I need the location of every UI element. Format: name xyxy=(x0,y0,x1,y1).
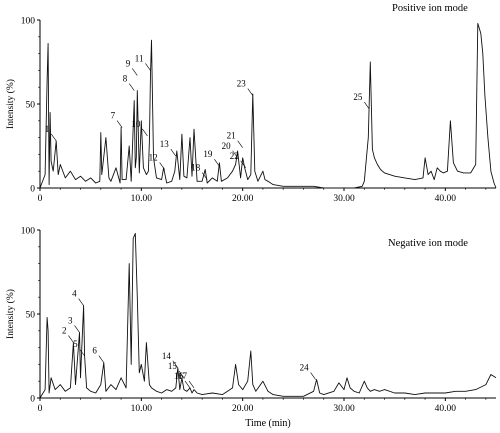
peak-leader-line xyxy=(132,68,138,76)
chromatogram-trace xyxy=(39,232,497,399)
peak-leader-line xyxy=(116,120,123,128)
chromatogram-trace xyxy=(39,22,497,189)
peak-leader-line xyxy=(310,372,316,380)
peak-label: 20 xyxy=(222,141,232,151)
y-tick-label: 0 xyxy=(30,395,35,405)
positive-ion-panel: Positive ion mode Intensity (%) 0 50 100 0 1… xyxy=(5,3,497,204)
peak-label: 18 xyxy=(191,163,201,173)
peak-label: 6 xyxy=(92,346,97,356)
peak-label: 13 xyxy=(160,139,170,149)
peak-label: 5 xyxy=(73,339,78,349)
peak-label: 25 xyxy=(353,92,363,102)
peak-label: 11 xyxy=(135,53,144,63)
x-tick-label: 30.00 xyxy=(333,404,355,414)
negative-ion-panel: Negative ion mode Intensity (%) Time (mi… xyxy=(5,227,497,429)
peak-leader-line xyxy=(79,348,85,357)
peak-leader-line xyxy=(364,101,370,110)
peak-label: 10 xyxy=(131,119,141,129)
y-tick-label: 0 xyxy=(30,185,35,195)
peak-label: 24 xyxy=(300,363,310,373)
x-tick-label: 30.00 xyxy=(333,194,355,204)
peak-leader-line xyxy=(128,83,135,91)
peak-leader-line xyxy=(201,172,208,180)
peak-leader-line xyxy=(172,360,179,368)
x-axis-label: Time (min) xyxy=(245,418,290,429)
x-tick-label: 40.00 xyxy=(435,404,457,414)
peak-label: 2 xyxy=(62,326,67,336)
peak-leader-line xyxy=(159,162,165,170)
x-tick-label: 0 xyxy=(38,404,43,414)
x-tick-label: 20.00 xyxy=(232,404,254,414)
peak-leader-line xyxy=(68,335,74,343)
peak-label: 7 xyxy=(111,111,116,121)
peak-label: 21 xyxy=(227,131,236,141)
peak-label: 17 xyxy=(178,371,188,381)
peak-leader-line xyxy=(237,140,243,148)
x-tick-label: 10.00 xyxy=(131,194,153,204)
x-tick-label: 40.00 xyxy=(435,194,457,204)
peak-label: 23 xyxy=(237,79,247,89)
peak-leader-line xyxy=(188,380,195,389)
y-tick-label: 100 xyxy=(21,227,36,237)
y-tick-label: 100 xyxy=(21,17,36,27)
peak-leader-line xyxy=(142,128,148,137)
y-tick-label: 50 xyxy=(26,101,36,111)
panel-title: Negative ion mode xyxy=(388,238,468,249)
peak-label: 9 xyxy=(126,58,131,68)
peak-label: 14 xyxy=(162,351,172,361)
peak-leader-line xyxy=(74,325,80,333)
peak-leader-line xyxy=(78,298,84,306)
peak-leader-line xyxy=(145,63,151,71)
peak-label: 16 xyxy=(174,371,184,381)
peak-leader-line xyxy=(232,150,238,158)
y-tick-label: 50 xyxy=(26,311,36,321)
peak-label: 19 xyxy=(203,149,213,159)
x-tick-label: 20.00 xyxy=(232,194,254,204)
peak-label: 12 xyxy=(149,153,158,163)
peak-label: 22 xyxy=(230,151,239,161)
x-tick-label: 0 xyxy=(38,194,43,204)
peak-leader-line xyxy=(98,355,105,363)
peak-leader-line xyxy=(50,133,57,142)
peak-label: 8 xyxy=(123,74,128,84)
peak-leader-line xyxy=(184,380,191,389)
peak-leader-line xyxy=(178,370,185,379)
peak-leader-line xyxy=(170,148,177,157)
peak-label: 1 xyxy=(45,124,50,134)
peak-label: 3 xyxy=(68,315,73,325)
y-axis-label: Intensity (%) xyxy=(5,289,16,339)
peak-label: 4 xyxy=(72,289,77,299)
peak-label: 15 xyxy=(168,361,178,371)
panel-title: Positive ion mode xyxy=(392,3,468,14)
y-axis-label: Intensity (%) xyxy=(5,79,16,129)
peak-leader-line xyxy=(240,160,246,169)
x-tick-label: 10.00 xyxy=(131,404,153,414)
peak-leader-line xyxy=(247,88,254,96)
peak-leader-line xyxy=(214,158,220,167)
